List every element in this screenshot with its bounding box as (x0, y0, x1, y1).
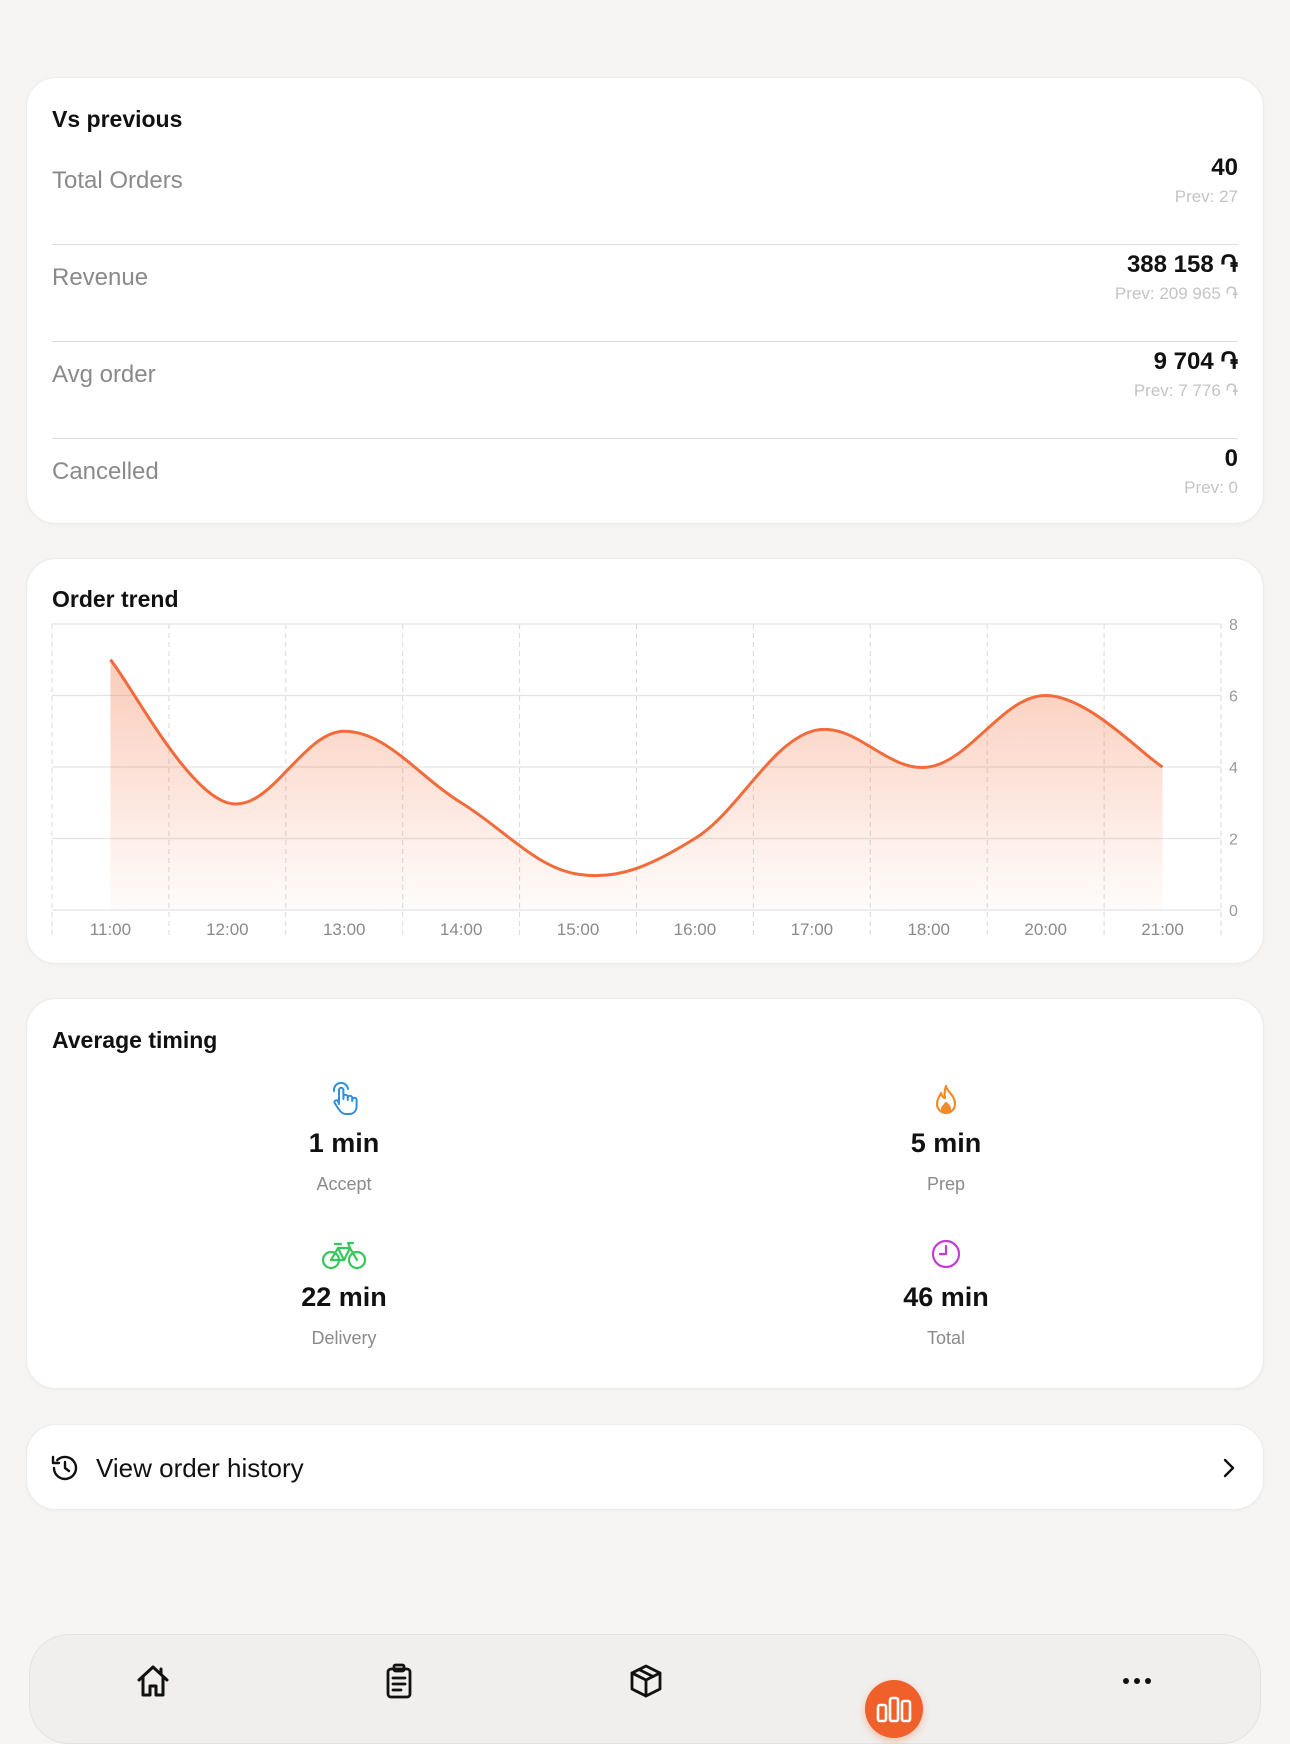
row-prev: Prev: 209 965 ֏ (1115, 284, 1238, 304)
timing-label: Prep (796, 1174, 1096, 1195)
comparison-title: Vs previous (52, 106, 182, 133)
chevron-right-icon (1219, 1456, 1239, 1480)
flame-icon (928, 1082, 964, 1118)
timing-value: 46 min (796, 1282, 1096, 1313)
tap-hand-icon (326, 1082, 362, 1118)
comparison-card: Vs previous Total Orders 40 Prev: 27 Rev… (26, 77, 1264, 524)
timing-label: Delivery (194, 1328, 494, 1349)
row-label: Revenue (52, 264, 148, 292)
row-value: 40 (1211, 154, 1238, 182)
timing-total: 46 min Total (796, 1236, 1096, 1349)
average-timing-card: Average timing 1 min Accept 5 min Prep (26, 998, 1264, 1389)
row-label: Cancelled (52, 458, 159, 486)
bicycle-icon (320, 1236, 368, 1272)
x-tick-label: 20:00 (1024, 920, 1067, 939)
timing-label: Accept (194, 1174, 494, 1195)
y-tick-label: 4 (1229, 760, 1238, 777)
more-icon[interactable] (1117, 1661, 1157, 1701)
row-value: 388 158 ֏ (1127, 251, 1238, 279)
row-label: Avg order (52, 361, 156, 389)
x-tick-label: 11:00 (90, 920, 131, 939)
home-icon[interactable] (133, 1661, 173, 1701)
history-icon (49, 1452, 81, 1484)
timing-label: Total (796, 1328, 1096, 1349)
bar-chart-icon (865, 1680, 923, 1738)
view-order-history-label: View order history (96, 1453, 304, 1484)
timing-delivery: 22 min Delivery (194, 1236, 494, 1349)
comparison-row-total-orders: Total Orders 40 Prev: 27 (52, 148, 1238, 245)
timing-value: 5 min (796, 1128, 1096, 1159)
row-label: Total Orders (52, 167, 183, 195)
y-tick-label: 0 (1229, 903, 1238, 920)
comparison-row-avg-order: Avg order 9 704 ֏ Prev: 7 776 ֏ (52, 342, 1238, 439)
timing-value: 22 min (194, 1282, 494, 1313)
x-tick-label: 17:00 (791, 920, 834, 939)
row-prev: Prev: 7 776 ֏ (1134, 381, 1238, 401)
bottom-nav (29, 1634, 1261, 1744)
x-tick-label: 21:00 (1141, 920, 1184, 939)
row-value: 9 704 ֏ (1154, 348, 1238, 376)
clipboard-icon[interactable] (379, 1661, 419, 1701)
x-tick-label: 15:00 (557, 920, 600, 939)
clock-icon (928, 1236, 964, 1272)
view-order-history-button[interactable]: View order history (26, 1424, 1264, 1510)
y-tick-label: 2 (1229, 832, 1238, 849)
x-tick-label: 14:00 (440, 920, 483, 939)
row-prev: Prev: 27 (1175, 187, 1238, 207)
x-tick-label: 18:00 (907, 920, 950, 939)
timing-prep: 5 min Prep (796, 1082, 1096, 1195)
stats-tab-button[interactable] (865, 1680, 923, 1738)
x-tick-label: 13:00 (323, 920, 366, 939)
x-tick-label: 12:00 (206, 920, 249, 939)
comparison-row-cancelled: Cancelled 0 Prev: 0 (52, 439, 1238, 536)
box-icon[interactable] (626, 1661, 666, 1701)
average-timing-title: Average timing (52, 1027, 217, 1054)
y-tick-label: 6 (1229, 689, 1238, 706)
order-trend-chart: 0 2 4 6 8 11:00 12:00 13:00 14:00 15:00 16:00 17:00… (27, 559, 1265, 965)
timing-value: 1 min (194, 1128, 494, 1159)
row-prev: Prev: 0 (1184, 478, 1238, 498)
row-value: 0 (1225, 445, 1238, 473)
y-tick-label: 8 (1229, 617, 1238, 634)
x-tick-label: 16:00 (674, 920, 717, 939)
comparison-row-revenue: Revenue 388 158 ֏ Prev: 209 965 ֏ (52, 245, 1238, 342)
timing-accept: 1 min Accept (194, 1082, 494, 1195)
